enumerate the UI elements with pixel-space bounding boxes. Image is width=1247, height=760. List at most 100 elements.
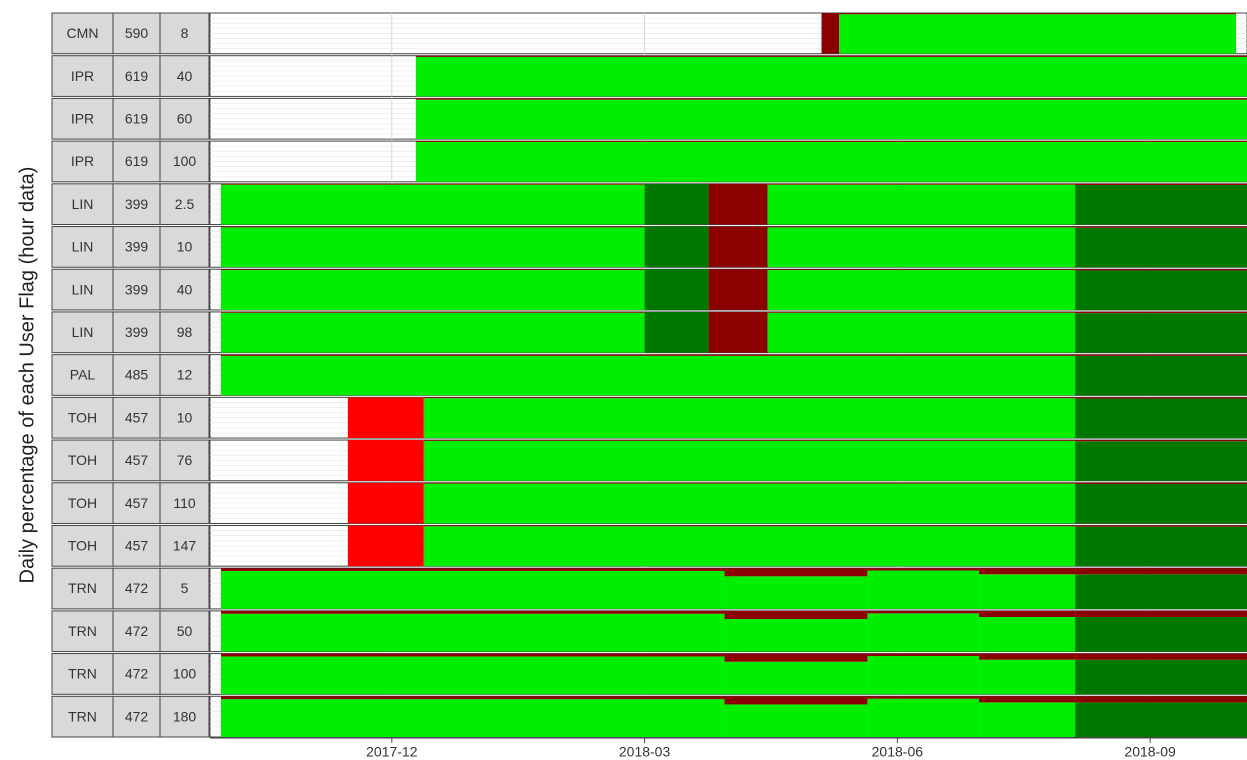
strip-cell (159, 226, 210, 268)
strip-label: 399 (125, 324, 149, 340)
flag-segment (1075, 311, 1247, 314)
flag-segment (1075, 397, 1247, 399)
strip-cell (51, 140, 114, 183)
strip-cell (112, 183, 161, 226)
flag-segment (724, 696, 868, 705)
flag-segment (767, 184, 1076, 225)
strip-label: IPR (71, 153, 94, 169)
flag-segment (979, 610, 1076, 617)
flag-segment (979, 568, 1076, 575)
strip-cell (112, 610, 161, 653)
flag-segment (220, 354, 1076, 356)
flag-segment (1075, 616, 1247, 652)
strip-label: 110 (173, 495, 196, 511)
strip-cell (112, 55, 161, 97)
strip-label: 8 (181, 25, 189, 41)
strip-label: LIN (72, 281, 94, 297)
flag-segment (220, 270, 645, 310)
flag-segment (423, 525, 1076, 527)
flag-segment (1075, 525, 1247, 527)
flag-segment (220, 184, 645, 225)
flag-segment (347, 397, 424, 439)
strip-label: TRN (68, 708, 97, 724)
flag-segment (1075, 441, 1247, 481)
flag-segment (867, 656, 980, 695)
strip-cell (159, 439, 210, 482)
strip-cell (51, 695, 114, 738)
flag-segment (767, 269, 1076, 271)
flag-segment (423, 482, 1076, 484)
strip-label: 10 (177, 409, 193, 425)
flag-segment (347, 440, 424, 481)
strip-label: 2.5 (175, 196, 195, 212)
strip-cell (159, 268, 210, 311)
flag-segment (708, 311, 768, 353)
strip-cell (112, 311, 161, 354)
flag-segment (724, 576, 868, 609)
strip-cell (159, 12, 210, 55)
flag-segment (724, 619, 868, 652)
flag-segment (415, 55, 1247, 57)
flag-segment (708, 226, 768, 268)
x-tick-label: 2018-06 (872, 744, 924, 760)
flag-segment (724, 653, 868, 662)
flag-segment (415, 56, 1247, 97)
flag-segment (1075, 270, 1247, 310)
strip-label: 619 (125, 153, 149, 169)
flag-segment (1075, 354, 1247, 356)
flag-segment (220, 226, 645, 228)
y-axis-label: Daily percentage of each User Flag (hour… (16, 167, 38, 584)
flag-segment (839, 13, 1237, 15)
strip-label: 619 (125, 110, 149, 126)
flag-segment (979, 702, 1076, 737)
flag-segment (1075, 185, 1247, 225)
strip-label: 457 (125, 538, 149, 554)
strip-label: TRN (68, 666, 97, 682)
flag-segment (821, 13, 840, 54)
strip-cell (159, 97, 210, 140)
flag-segment (347, 525, 424, 567)
strip-label: IPR (71, 110, 94, 126)
flag-segment (1075, 702, 1247, 737)
flag-segment (220, 312, 645, 353)
strip-cell (51, 311, 114, 354)
flag-segment (220, 610, 725, 614)
flag-segment (644, 311, 709, 353)
strip-cell (51, 396, 114, 439)
strip-label: 457 (125, 452, 149, 468)
flag-segment (724, 704, 868, 737)
strip-label: 472 (125, 580, 149, 596)
strip-label: CMN (67, 25, 99, 41)
flag-segment (220, 568, 725, 572)
strip-cell (159, 482, 210, 524)
flag-segment (1075, 574, 1247, 609)
flag-segment (767, 226, 1076, 228)
x-tick-label: 2018-03 (619, 744, 671, 760)
strip-label: 180 (173, 708, 197, 724)
strip-cell (159, 396, 210, 439)
strip-cell (112, 439, 161, 482)
flag-segment (979, 574, 1076, 609)
flag-segment (867, 613, 980, 652)
flag-segment (644, 269, 709, 310)
flag-segment (839, 14, 1237, 54)
strip-cell (159, 524, 210, 567)
flag-segment (724, 568, 868, 577)
strip-label: 472 (125, 666, 149, 682)
x-tick-label: 2018-09 (1124, 744, 1176, 760)
flag-segment (979, 616, 1076, 652)
flag-segment (415, 141, 1247, 182)
flag-segment (1075, 659, 1247, 695)
strip-label: TOH (68, 409, 97, 425)
strip-label: 100 (173, 666, 197, 682)
flag-segment (1075, 183, 1247, 186)
flag-segment (423, 526, 1076, 567)
flag-segment (979, 659, 1076, 695)
strip-label: IPR (71, 68, 94, 84)
strip-label: 147 (173, 538, 197, 554)
strip-label: 40 (177, 281, 193, 297)
flag-segment (1075, 526, 1247, 567)
flag-segment (767, 227, 1076, 268)
flag-segment (1075, 227, 1247, 268)
strip-label: 10 (177, 239, 193, 255)
